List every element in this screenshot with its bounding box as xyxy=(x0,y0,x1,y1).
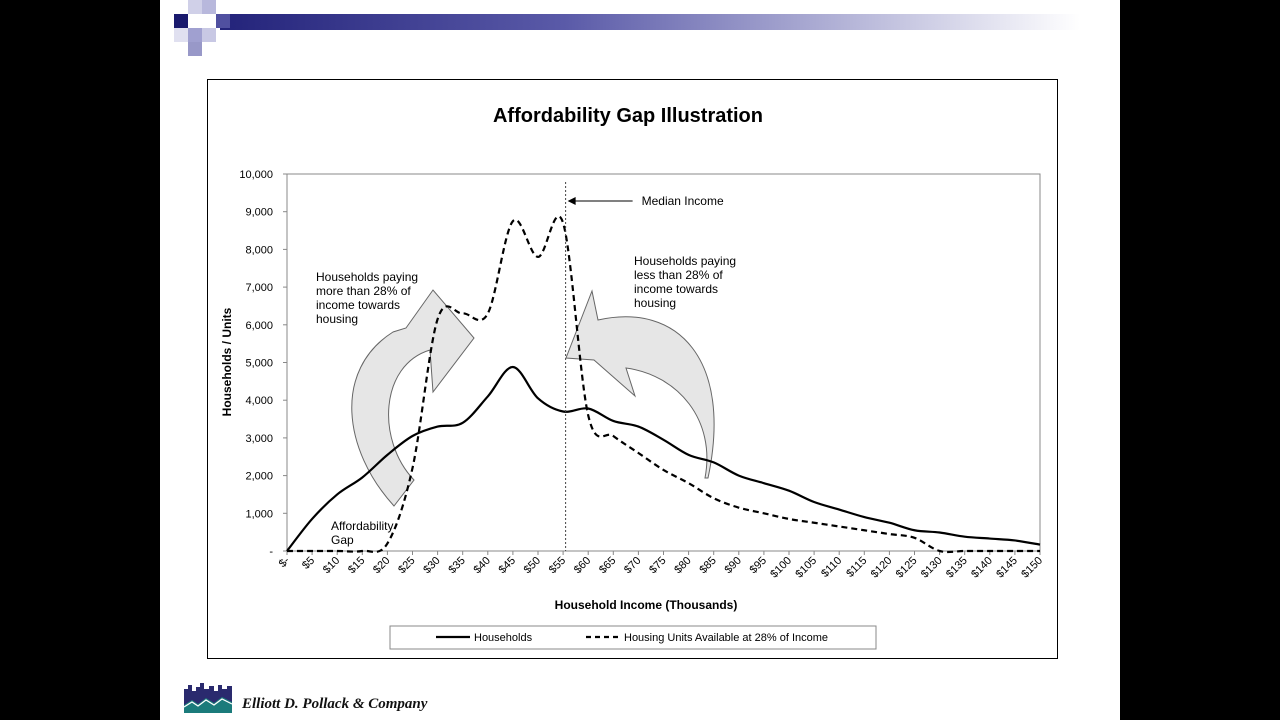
x-tick-label: $80 xyxy=(672,555,693,576)
legend-housing-label: Housing Units Available at 28% of Income xyxy=(624,632,828,644)
x-tick-label: $105 xyxy=(793,555,819,581)
y-tick-label: 5,000 xyxy=(245,358,273,370)
x-tick-label: $100 xyxy=(768,555,794,581)
affordability-chart: Affordability Gap Illustration - 1,000 2,0… xyxy=(220,105,1045,650)
x-tick-label: $15 xyxy=(346,555,367,576)
x-tick-label: $125 xyxy=(894,555,920,581)
y-tick-label: 9,000 xyxy=(245,207,273,219)
chart-title: Affordability Gap Illustration xyxy=(493,105,763,127)
annotation-less-than-28: housing xyxy=(634,296,676,310)
annotation-more-than-28: Households paying xyxy=(316,270,418,284)
annotation-affordability-gap: Gap xyxy=(331,533,354,547)
chart-frame: Affordability Gap Illustration - 1,000 2,0… xyxy=(207,79,1058,659)
annotation-less-than-28: Households paying xyxy=(634,254,736,268)
company-logo xyxy=(184,683,232,713)
x-tick-label: $145 xyxy=(994,555,1020,581)
y-axis-label: Households / Units xyxy=(220,307,234,416)
annotation-more-than-28: income towards xyxy=(316,298,400,312)
x-tick-label: $90 xyxy=(722,555,743,576)
banner-square xyxy=(202,0,216,14)
x-tick-label: $130 xyxy=(919,555,945,581)
median-income-label: Median Income xyxy=(642,194,724,208)
y-tick-label: 6,000 xyxy=(245,320,273,332)
title-banner xyxy=(174,0,1080,56)
x-tick-label: $60 xyxy=(572,555,593,576)
y-tick-label: 8,000 xyxy=(245,244,273,256)
x-tick-label: $35 xyxy=(446,555,467,576)
median-arrow-head xyxy=(567,197,576,205)
left-curved-arrow xyxy=(351,289,475,507)
annotation-less-than-28: income towards xyxy=(634,282,718,296)
banner-square xyxy=(202,28,216,42)
banner-square xyxy=(188,28,202,42)
annotation-affordability-gap: Affordability xyxy=(331,519,393,533)
x-tick-label: $65 xyxy=(597,555,618,576)
x-tick-label: $5 xyxy=(300,555,317,572)
x-tick-label: $150 xyxy=(1019,555,1045,581)
x-tick-label: $30 xyxy=(421,555,442,576)
series-housing-units-line xyxy=(287,215,1040,554)
series-households-line xyxy=(286,365,1041,552)
x-tick-label: $25 xyxy=(396,555,417,576)
x-tick-label: $40 xyxy=(471,555,492,576)
y-tick-label: 3,000 xyxy=(245,433,273,445)
x-tick-label: $95 xyxy=(748,555,769,576)
y-tick-label: 10,000 xyxy=(239,169,273,181)
x-tick-label: $75 xyxy=(647,555,668,576)
x-tick-label: $70 xyxy=(622,555,643,576)
annotation-more-than-28: housing xyxy=(316,312,358,326)
banner-band xyxy=(220,14,1080,30)
banner-square xyxy=(174,28,188,42)
x-tick-label: $120 xyxy=(869,555,895,581)
series-layer xyxy=(286,215,1041,554)
banner-square xyxy=(188,0,202,14)
x-tick-label: $135 xyxy=(944,555,970,581)
banner-square xyxy=(188,42,202,56)
y-tick-label: 1,000 xyxy=(245,508,273,520)
y-axis-ticks: - 1,000 2,000 3,000 4,000 5,000 6,000 7,000 8,00… xyxy=(239,169,287,558)
y-tick-label: 2,000 xyxy=(245,471,273,483)
x-tick-label: $45 xyxy=(497,555,518,576)
x-tick-label: $85 xyxy=(697,555,718,576)
x-tick-label: $10 xyxy=(321,555,342,576)
right-curved-arrow xyxy=(565,289,715,479)
x-tick-label: $- xyxy=(277,554,293,570)
x-tick-label: $50 xyxy=(522,555,543,576)
annotation-less-than-28: less than 28% of xyxy=(634,268,723,282)
x-tick-label: $55 xyxy=(547,555,568,576)
x-axis-label: Household Income (Thousands) xyxy=(555,598,738,612)
legend-households-label: Households xyxy=(474,632,533,644)
banner-square xyxy=(174,14,188,28)
x-tick-label: $110 xyxy=(819,555,844,580)
y-tick-label: 7,000 xyxy=(245,282,273,294)
banner-square xyxy=(216,14,230,28)
slide: Affordability Gap Illustration - 1,000 2,0… xyxy=(160,0,1120,720)
y-tick-label: - xyxy=(269,546,273,558)
median-layer: Median Income xyxy=(565,182,724,551)
y-tick-label: 4,000 xyxy=(245,395,273,407)
x-tick-label: $140 xyxy=(969,555,995,581)
x-tick-label: $20 xyxy=(371,555,392,576)
legend-box xyxy=(389,625,877,650)
x-axis-ticks: $- $5 $10 $15 $20 $25 $30 $35 $40 $45 $50 $55 $60 $65… xyxy=(277,551,1045,580)
x-tick-label: $115 xyxy=(844,555,869,580)
company-name: Elliott D. Pollack & Company xyxy=(242,696,428,712)
annotation-more-than-28: more than 28% of xyxy=(316,284,411,298)
